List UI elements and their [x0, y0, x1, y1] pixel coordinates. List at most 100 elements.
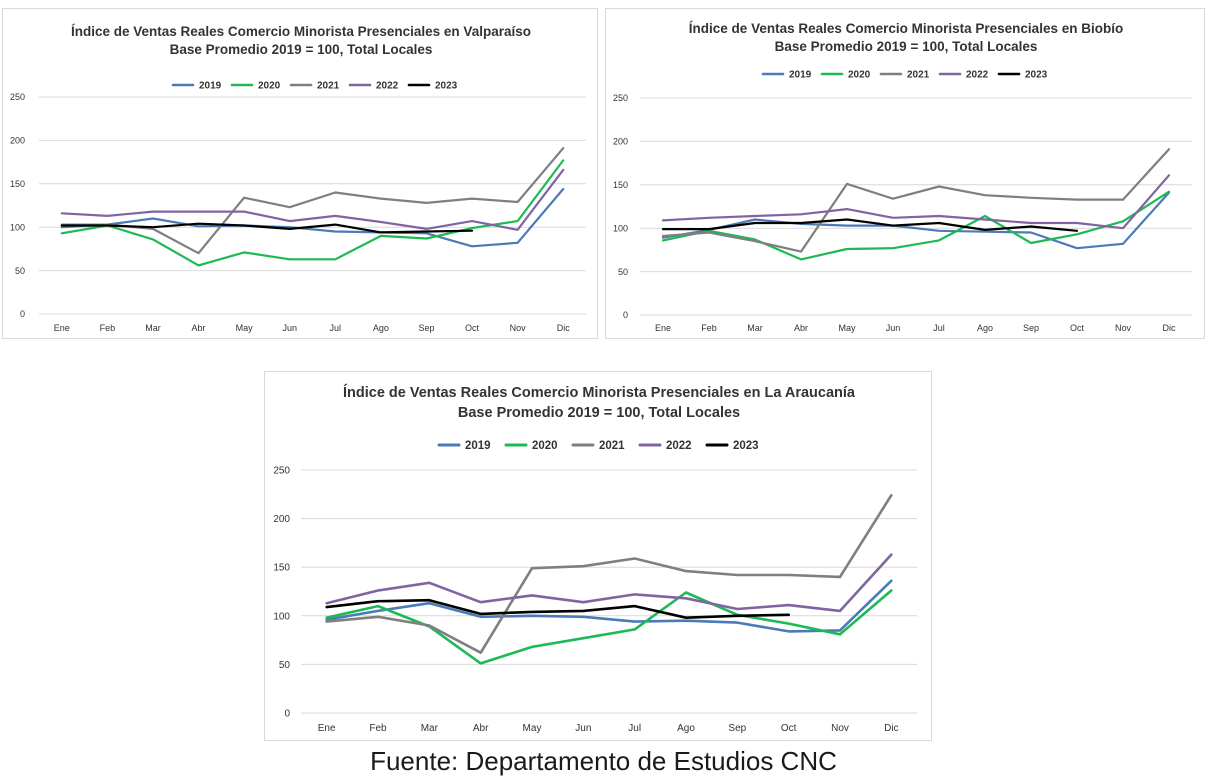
legend-item-2019: 2019 — [761, 70, 812, 81]
x-tick-label-may: May — [236, 323, 254, 333]
x-tick-label-mar: Mar — [747, 323, 763, 333]
legend-item-2022: 2022 — [348, 81, 399, 92]
legend-item-2023: 2023 — [997, 70, 1048, 81]
x-tick-label-ago: Ago — [677, 723, 695, 734]
chart-panel-valparaiso: Índice de Ventas Reales Comercio Minoris… — [2, 8, 598, 339]
legend-item-2020: 2020 — [820, 70, 871, 81]
legend-label-2019: 2019 — [789, 70, 812, 81]
y-tick-label-0: 0 — [20, 309, 25, 319]
legend-item-2021: 2021 — [571, 440, 625, 452]
x-tick-label-ene: Ene — [318, 723, 336, 734]
legend-item-2019: 2019 — [171, 81, 222, 92]
x-tick-label-dic: Dic — [557, 323, 570, 333]
x-tick-label-abr: Abr — [473, 723, 489, 734]
chart-panel-biobio: Índice de Ventas Reales Comercio Minoris… — [605, 8, 1205, 339]
x-tick-label-ene: Ene — [54, 323, 70, 333]
series-line-2021 — [661, 148, 1171, 253]
y-tick-label-100: 100 — [613, 223, 628, 233]
series-line-2023 — [60, 222, 474, 234]
legend-label-2023: 2023 — [435, 81, 458, 92]
x-tick-label-ene: Ene — [655, 323, 671, 333]
source-note: Fuente: Departamento de Estudios CNC — [370, 746, 837, 776]
legend-item-2022: 2022 — [638, 440, 692, 452]
legend-label-2022: 2022 — [666, 440, 692, 452]
x-tick-label-may: May — [523, 723, 542, 734]
x-tick-label-nov: Nov — [831, 723, 849, 734]
series-line-2022 — [661, 174, 1171, 230]
y-tick-label-200: 200 — [10, 136, 25, 146]
y-tick-label-50: 50 — [618, 267, 628, 277]
x-tick-label-ago: Ago — [373, 323, 389, 333]
chart-svg-biobio: Índice de Ventas Reales Comercio Minoris… — [613, 21, 1192, 333]
x-tick-label-abr: Abr — [192, 323, 206, 333]
series-line-2021 — [325, 494, 893, 654]
series-line-2019 — [60, 187, 565, 248]
x-tick-label-jul: Jul — [628, 723, 641, 734]
legend-label-2022: 2022 — [376, 81, 399, 92]
legend-item-2020: 2020 — [230, 81, 281, 92]
legend-item-2019: 2019 — [437, 440, 491, 452]
series-line-2023 — [325, 598, 790, 619]
y-tick-label-250: 250 — [273, 466, 290, 477]
chart-panel-araucania: Índice de Ventas Reales Comercio Minoris… — [264, 371, 932, 741]
y-tick-label-250: 250 — [10, 92, 25, 102]
y-tick-label-200: 200 — [613, 137, 628, 147]
x-tick-label-sep: Sep — [728, 723, 746, 734]
series-line-2019 — [661, 191, 1171, 250]
legend-item-2023: 2023 — [705, 440, 759, 452]
legend-label-2021: 2021 — [907, 70, 930, 81]
y-tick-label-150: 150 — [10, 179, 25, 189]
legend-label-2023: 2023 — [1025, 70, 1048, 81]
legend-label-2019: 2019 — [465, 440, 491, 452]
y-tick-label-50: 50 — [15, 266, 25, 276]
chart-title-araucania: Índice de Ventas Reales Comercio Minoris… — [343, 384, 856, 401]
x-tick-label-jul: Jul — [933, 323, 945, 333]
y-tick-label-0: 0 — [623, 310, 628, 320]
series-line-2022 — [325, 553, 893, 613]
x-tick-label-may: May — [838, 323, 856, 333]
chart-subtitle-biobio: Base Promedio 2019 = 100, Total Locales — [775, 39, 1038, 54]
x-tick-label-nov: Nov — [1115, 323, 1132, 333]
legend-label-2019: 2019 — [199, 81, 222, 92]
x-tick-label-feb: Feb — [701, 323, 717, 333]
chart-title-valparaiso: Índice de Ventas Reales Comercio Minoris… — [71, 24, 531, 39]
x-tick-label-dic: Dic — [884, 723, 898, 734]
legend-item-2021: 2021 — [289, 81, 340, 92]
legend-label-2021: 2021 — [599, 440, 625, 452]
x-tick-label-mar: Mar — [421, 723, 439, 734]
legend-label-2021: 2021 — [317, 81, 340, 92]
series-line-2020 — [60, 159, 565, 267]
legend-item-2023: 2023 — [407, 81, 458, 92]
legend-label-2020: 2020 — [532, 440, 558, 452]
series-line-2020 — [661, 190, 1171, 261]
y-tick-label-0: 0 — [284, 709, 290, 720]
x-tick-label-sep: Sep — [1023, 323, 1039, 333]
y-tick-label-100: 100 — [273, 611, 290, 622]
chart-title-biobio: Índice de Ventas Reales Comercio Minoris… — [689, 21, 1123, 36]
chart-subtitle-valparaiso: Base Promedio 2019 = 100, Total Locales — [170, 42, 433, 57]
chart-svg-valparaiso: Índice de Ventas Reales Comercio Minoris… — [10, 24, 586, 333]
legend-label-2023: 2023 — [733, 440, 759, 452]
y-tick-label-250: 250 — [613, 93, 628, 103]
x-tick-label-dic: Dic — [1163, 323, 1176, 333]
legend-label-2022: 2022 — [966, 70, 989, 81]
x-tick-label-oct: Oct — [781, 723, 797, 734]
y-tick-label-150: 150 — [273, 563, 290, 574]
x-tick-label-jun: Jun — [575, 723, 591, 734]
series-line-2022 — [60, 168, 565, 231]
series-line-2023 — [661, 218, 1079, 232]
x-tick-label-sep: Sep — [418, 323, 434, 333]
x-tick-label-mar: Mar — [145, 323, 161, 333]
y-tick-label-200: 200 — [273, 514, 290, 525]
x-tick-label-oct: Oct — [465, 323, 480, 333]
x-tick-label-ago: Ago — [977, 323, 993, 333]
legend-label-2020: 2020 — [258, 81, 281, 92]
chart-subtitle-araucania: Base Promedio 2019 = 100, Total Locales — [458, 405, 740, 421]
legend-item-2021: 2021 — [879, 70, 930, 81]
y-tick-label-150: 150 — [613, 180, 628, 190]
legend-label-2020: 2020 — [848, 70, 871, 81]
x-tick-label-oct: Oct — [1070, 323, 1085, 333]
x-tick-label-jun: Jun — [886, 323, 901, 333]
x-tick-label-jul: Jul — [330, 323, 342, 333]
x-tick-label-jun: Jun — [282, 323, 297, 333]
